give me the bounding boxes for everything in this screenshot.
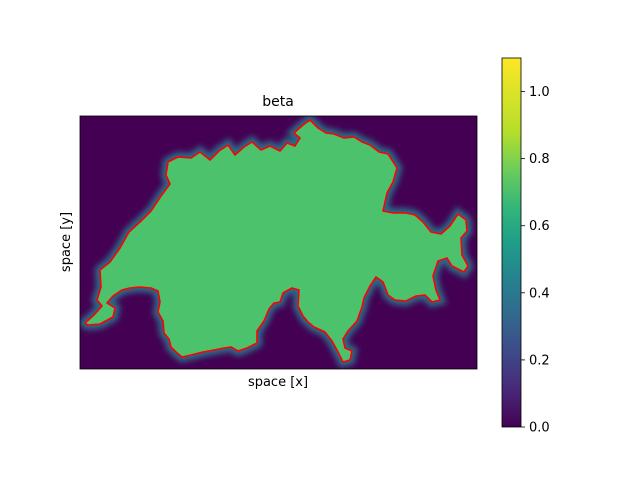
- x-axis-label: space [x]: [248, 375, 308, 390]
- y-axis-label: space [y]: [59, 212, 74, 272]
- chart-title: beta: [262, 94, 294, 110]
- heatmap-axes: [80, 116, 477, 369]
- colorbar-tick-label: 0.0: [529, 421, 550, 436]
- colorbar-tick-label: 0.6: [529, 219, 550, 234]
- colorbar-gradient: [502, 58, 521, 427]
- region-field: [85, 120, 468, 362]
- heatmap-frame: [79, 115, 478, 370]
- colorbar-tick-label: 1.0: [529, 85, 550, 100]
- colorbar-frame: [501, 57, 522, 428]
- colorbar-tick-label: 0.8: [529, 152, 550, 167]
- colorbar-tick-label: 0.2: [529, 353, 550, 368]
- colorbar-tick-label: 0.4: [529, 286, 550, 301]
- region-outline: [84, 119, 469, 363]
- colorbar: 0.0 0.2 0.4 0.6 0.8 1.0: [501, 57, 550, 436]
